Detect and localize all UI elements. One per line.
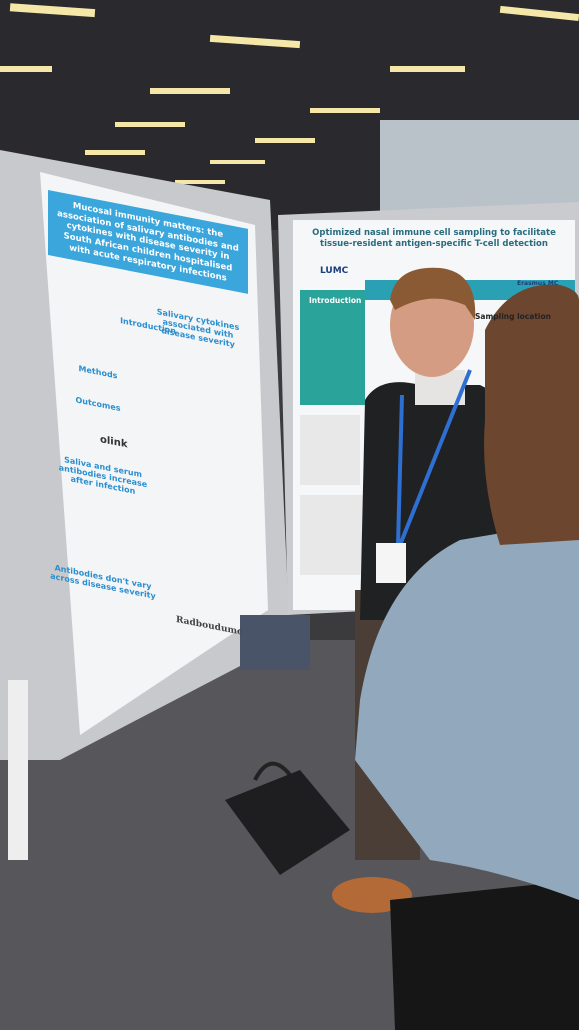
logo: LUMC xyxy=(320,266,349,276)
paper-strip xyxy=(8,680,28,860)
logo: Radboudumc xyxy=(176,614,243,638)
section-heading: Sampling location xyxy=(475,312,551,321)
poster-title: Optimized nasal immune cell sampling to … xyxy=(312,228,556,250)
woman xyxy=(355,284,579,1030)
bag xyxy=(225,761,350,875)
section-heading: Antibodies don't vary across disease sev… xyxy=(50,563,156,601)
section-heading: Outcomes xyxy=(75,395,121,414)
teal-box xyxy=(300,290,365,405)
left-poster xyxy=(40,172,268,735)
section-heading: Methods xyxy=(78,363,118,381)
left-poster-content: Mucosal immunity matters: the associatio… xyxy=(48,190,248,729)
figure xyxy=(300,415,360,485)
logo: olink xyxy=(100,434,128,451)
right-poster-content: Optimized nasal immune cell sampling to … xyxy=(295,222,573,612)
legs-behind xyxy=(240,615,310,670)
ceiling-lights xyxy=(0,3,579,184)
figure xyxy=(300,495,365,575)
logo: Erasmus MC xyxy=(517,280,559,287)
section-heading: Salivary cytokines associated with disea… xyxy=(156,307,240,350)
section-heading: Saliva and serum antibodies increase aft… xyxy=(58,455,148,496)
section-heading: Introduction xyxy=(309,296,362,305)
